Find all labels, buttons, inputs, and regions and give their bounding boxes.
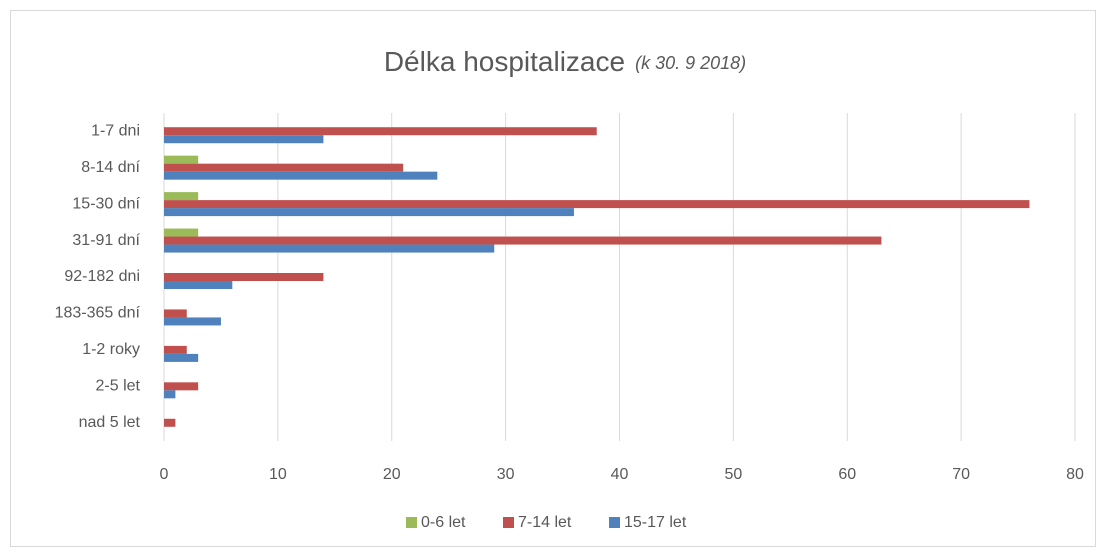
legend-swatch — [503, 517, 514, 528]
x-tick-label: 70 — [952, 466, 970, 483]
bar — [164, 382, 199, 391]
bar — [164, 135, 324, 144]
y-tick-label: 92-182 dni — [64, 268, 140, 285]
x-tick-label: 40 — [611, 466, 629, 483]
y-tick-label: 15-30 dní — [72, 195, 140, 212]
x-tick-label: 50 — [724, 466, 742, 483]
bar — [164, 281, 233, 289]
bar — [164, 244, 495, 253]
y-tick-label: 183-365 dní — [55, 305, 141, 322]
bar — [164, 171, 438, 180]
bar — [164, 345, 187, 354]
x-tick-label: 10 — [269, 466, 287, 483]
subtitle: (k 30. 9 2018) — [635, 53, 746, 73]
legend-label: 7-14 let — [518, 514, 572, 531]
y-tick-label: 8-14 dní — [81, 159, 140, 176]
legend-swatch — [406, 517, 417, 528]
y-tick-label: nad 5 let — [79, 414, 141, 431]
x-tick-label: 30 — [497, 466, 515, 483]
y-tick-label: 2-5 let — [96, 378, 141, 395]
chart-title: Délka hospitalizace (k 30. 9 2018) — [384, 46, 746, 77]
bar — [164, 418, 176, 427]
title: Délka hospitalizace — [384, 46, 625, 77]
bar — [164, 208, 574, 217]
bar — [164, 155, 199, 164]
bar — [164, 163, 404, 172]
y-tick-label: 1-2 roky — [82, 341, 140, 358]
bar — [164, 200, 1030, 209]
bar — [164, 228, 199, 237]
bar — [164, 127, 597, 136]
bar — [164, 353, 199, 362]
bar — [164, 273, 324, 281]
legend-label: 15-17 let — [624, 514, 687, 531]
x-tick-label: 60 — [838, 466, 856, 483]
legend-swatch — [609, 517, 620, 528]
y-tick-label: 31-91 dní — [72, 232, 140, 249]
bar — [164, 309, 187, 318]
y-tick-label: 1-7 dni — [91, 122, 140, 139]
x-tick-label: 20 — [383, 466, 401, 483]
x-tick-label: 0 — [160, 466, 169, 483]
bar — [164, 390, 176, 399]
bar — [164, 317, 221, 326]
legend-label: 0-6 let — [421, 514, 466, 531]
x-tick-label: 80 — [1066, 466, 1084, 483]
bar — [164, 192, 199, 201]
bar — [164, 236, 882, 245]
